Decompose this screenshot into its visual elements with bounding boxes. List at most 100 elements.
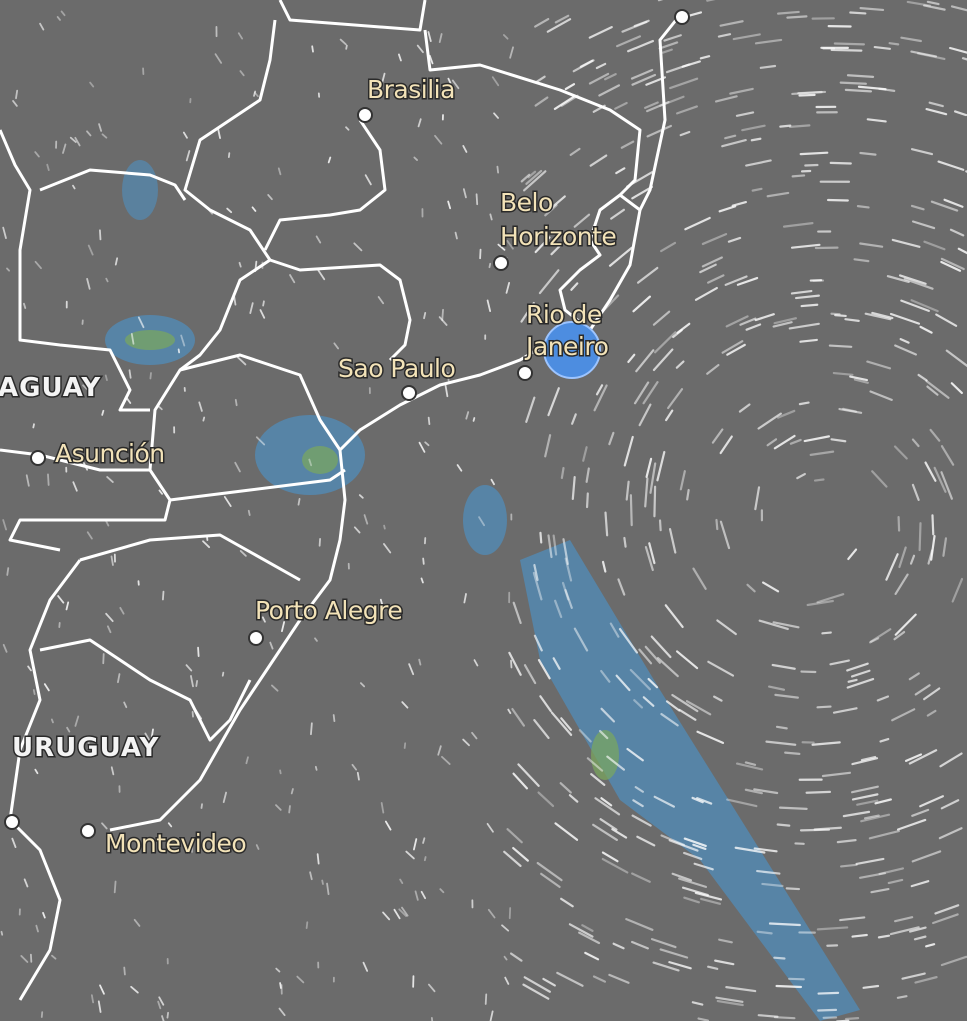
wind-streak xyxy=(447,77,452,84)
wind-streak xyxy=(910,880,930,888)
wind-streak xyxy=(846,677,875,689)
wind-streak xyxy=(56,16,61,21)
wind-streak xyxy=(444,384,449,398)
wind-streak xyxy=(222,791,227,804)
wind-streak xyxy=(25,474,30,487)
wind-streak xyxy=(532,571,543,601)
wind-streak xyxy=(926,709,937,717)
wind-streak xyxy=(110,555,114,566)
wind-streak xyxy=(185,664,193,672)
wind-streak xyxy=(871,311,894,320)
wind-streak xyxy=(51,954,57,960)
wind-streak xyxy=(866,360,892,370)
wind-streak xyxy=(586,757,604,772)
wind-streak xyxy=(427,983,436,993)
wind-streak xyxy=(39,22,45,31)
wind-streak xyxy=(600,797,613,807)
wind-streak xyxy=(562,538,569,566)
wind-streak xyxy=(942,537,948,557)
wind-streak xyxy=(693,862,714,871)
wind-streak xyxy=(128,369,132,379)
wind-streak xyxy=(550,711,573,737)
wind-streak xyxy=(803,435,831,443)
wind-streak xyxy=(247,509,251,516)
wind-streak xyxy=(72,184,76,190)
wind-streak xyxy=(523,976,551,993)
wind-streak xyxy=(939,752,963,768)
wind-streak xyxy=(940,471,953,500)
wind-streak xyxy=(926,0,940,6)
wind-streak xyxy=(578,729,592,743)
wind-streak xyxy=(185,150,191,162)
wind-streak xyxy=(150,728,154,738)
wind-streak xyxy=(34,260,42,270)
wind-streak xyxy=(870,887,890,894)
wind-streak xyxy=(832,371,854,376)
wind-streak xyxy=(539,695,552,712)
wind-streak xyxy=(772,621,800,629)
wind-streak xyxy=(69,136,77,143)
wind-streak xyxy=(277,167,282,176)
wind-streak xyxy=(830,438,847,443)
wind-streak xyxy=(817,1008,838,1012)
wind-streak xyxy=(612,942,625,950)
wind-streak xyxy=(697,1017,710,1021)
wind-streak xyxy=(817,991,840,995)
wind-streak xyxy=(544,434,552,458)
wind-streak xyxy=(600,669,611,683)
wind-streak xyxy=(625,918,654,931)
wind-streak xyxy=(377,296,385,305)
wind-streak xyxy=(631,940,649,950)
wind-streak xyxy=(592,823,619,841)
wind-streak xyxy=(517,763,540,787)
wind-streak xyxy=(744,788,763,795)
wind-streak xyxy=(493,112,499,119)
border xyxy=(423,14,682,212)
wind-streak xyxy=(520,301,535,323)
wind-streak xyxy=(925,108,948,116)
wind-streak xyxy=(420,890,427,900)
wind-streak xyxy=(847,678,858,683)
wind-streak xyxy=(951,577,964,603)
wind-streak xyxy=(538,269,560,295)
wind-streak xyxy=(671,872,693,882)
wind-streak xyxy=(758,619,789,631)
wind-streak xyxy=(23,878,29,888)
wind-streak xyxy=(791,174,806,178)
wind-streak xyxy=(765,740,797,746)
wind-streak xyxy=(701,232,728,246)
wind-streak xyxy=(90,994,95,1004)
wind-streak xyxy=(451,79,460,90)
wind-streak xyxy=(684,216,711,231)
wind-streak xyxy=(798,401,810,406)
wind-streak xyxy=(656,656,679,678)
wind-streak xyxy=(931,514,935,536)
wind-streak xyxy=(804,163,819,167)
wind-streak xyxy=(345,126,350,131)
wind-streak xyxy=(133,918,141,927)
wind-streak xyxy=(788,124,811,128)
wind-streak xyxy=(829,659,850,666)
wind-streak xyxy=(813,826,842,831)
wind-streak xyxy=(437,745,442,756)
wind-streak xyxy=(623,536,627,548)
wind-streak xyxy=(798,93,816,97)
wind-streak xyxy=(34,768,39,775)
wind-streak xyxy=(757,412,782,430)
location-marker[interactable] xyxy=(543,321,601,379)
wind-streak xyxy=(691,1001,704,1006)
wind-streak xyxy=(618,627,639,654)
wind-streak xyxy=(773,434,796,450)
wind-streak xyxy=(707,274,725,284)
wind-streak xyxy=(221,671,225,677)
wind-streak xyxy=(234,461,241,473)
wind-streak xyxy=(838,407,863,414)
wind-streak xyxy=(601,851,619,863)
wind-streak xyxy=(842,407,858,413)
wind-streak xyxy=(560,717,573,731)
wind-streak xyxy=(608,431,615,446)
wind-streak xyxy=(530,304,540,317)
wind-streak xyxy=(423,311,427,320)
wind-streak xyxy=(29,745,33,751)
wind-streak xyxy=(598,729,609,740)
